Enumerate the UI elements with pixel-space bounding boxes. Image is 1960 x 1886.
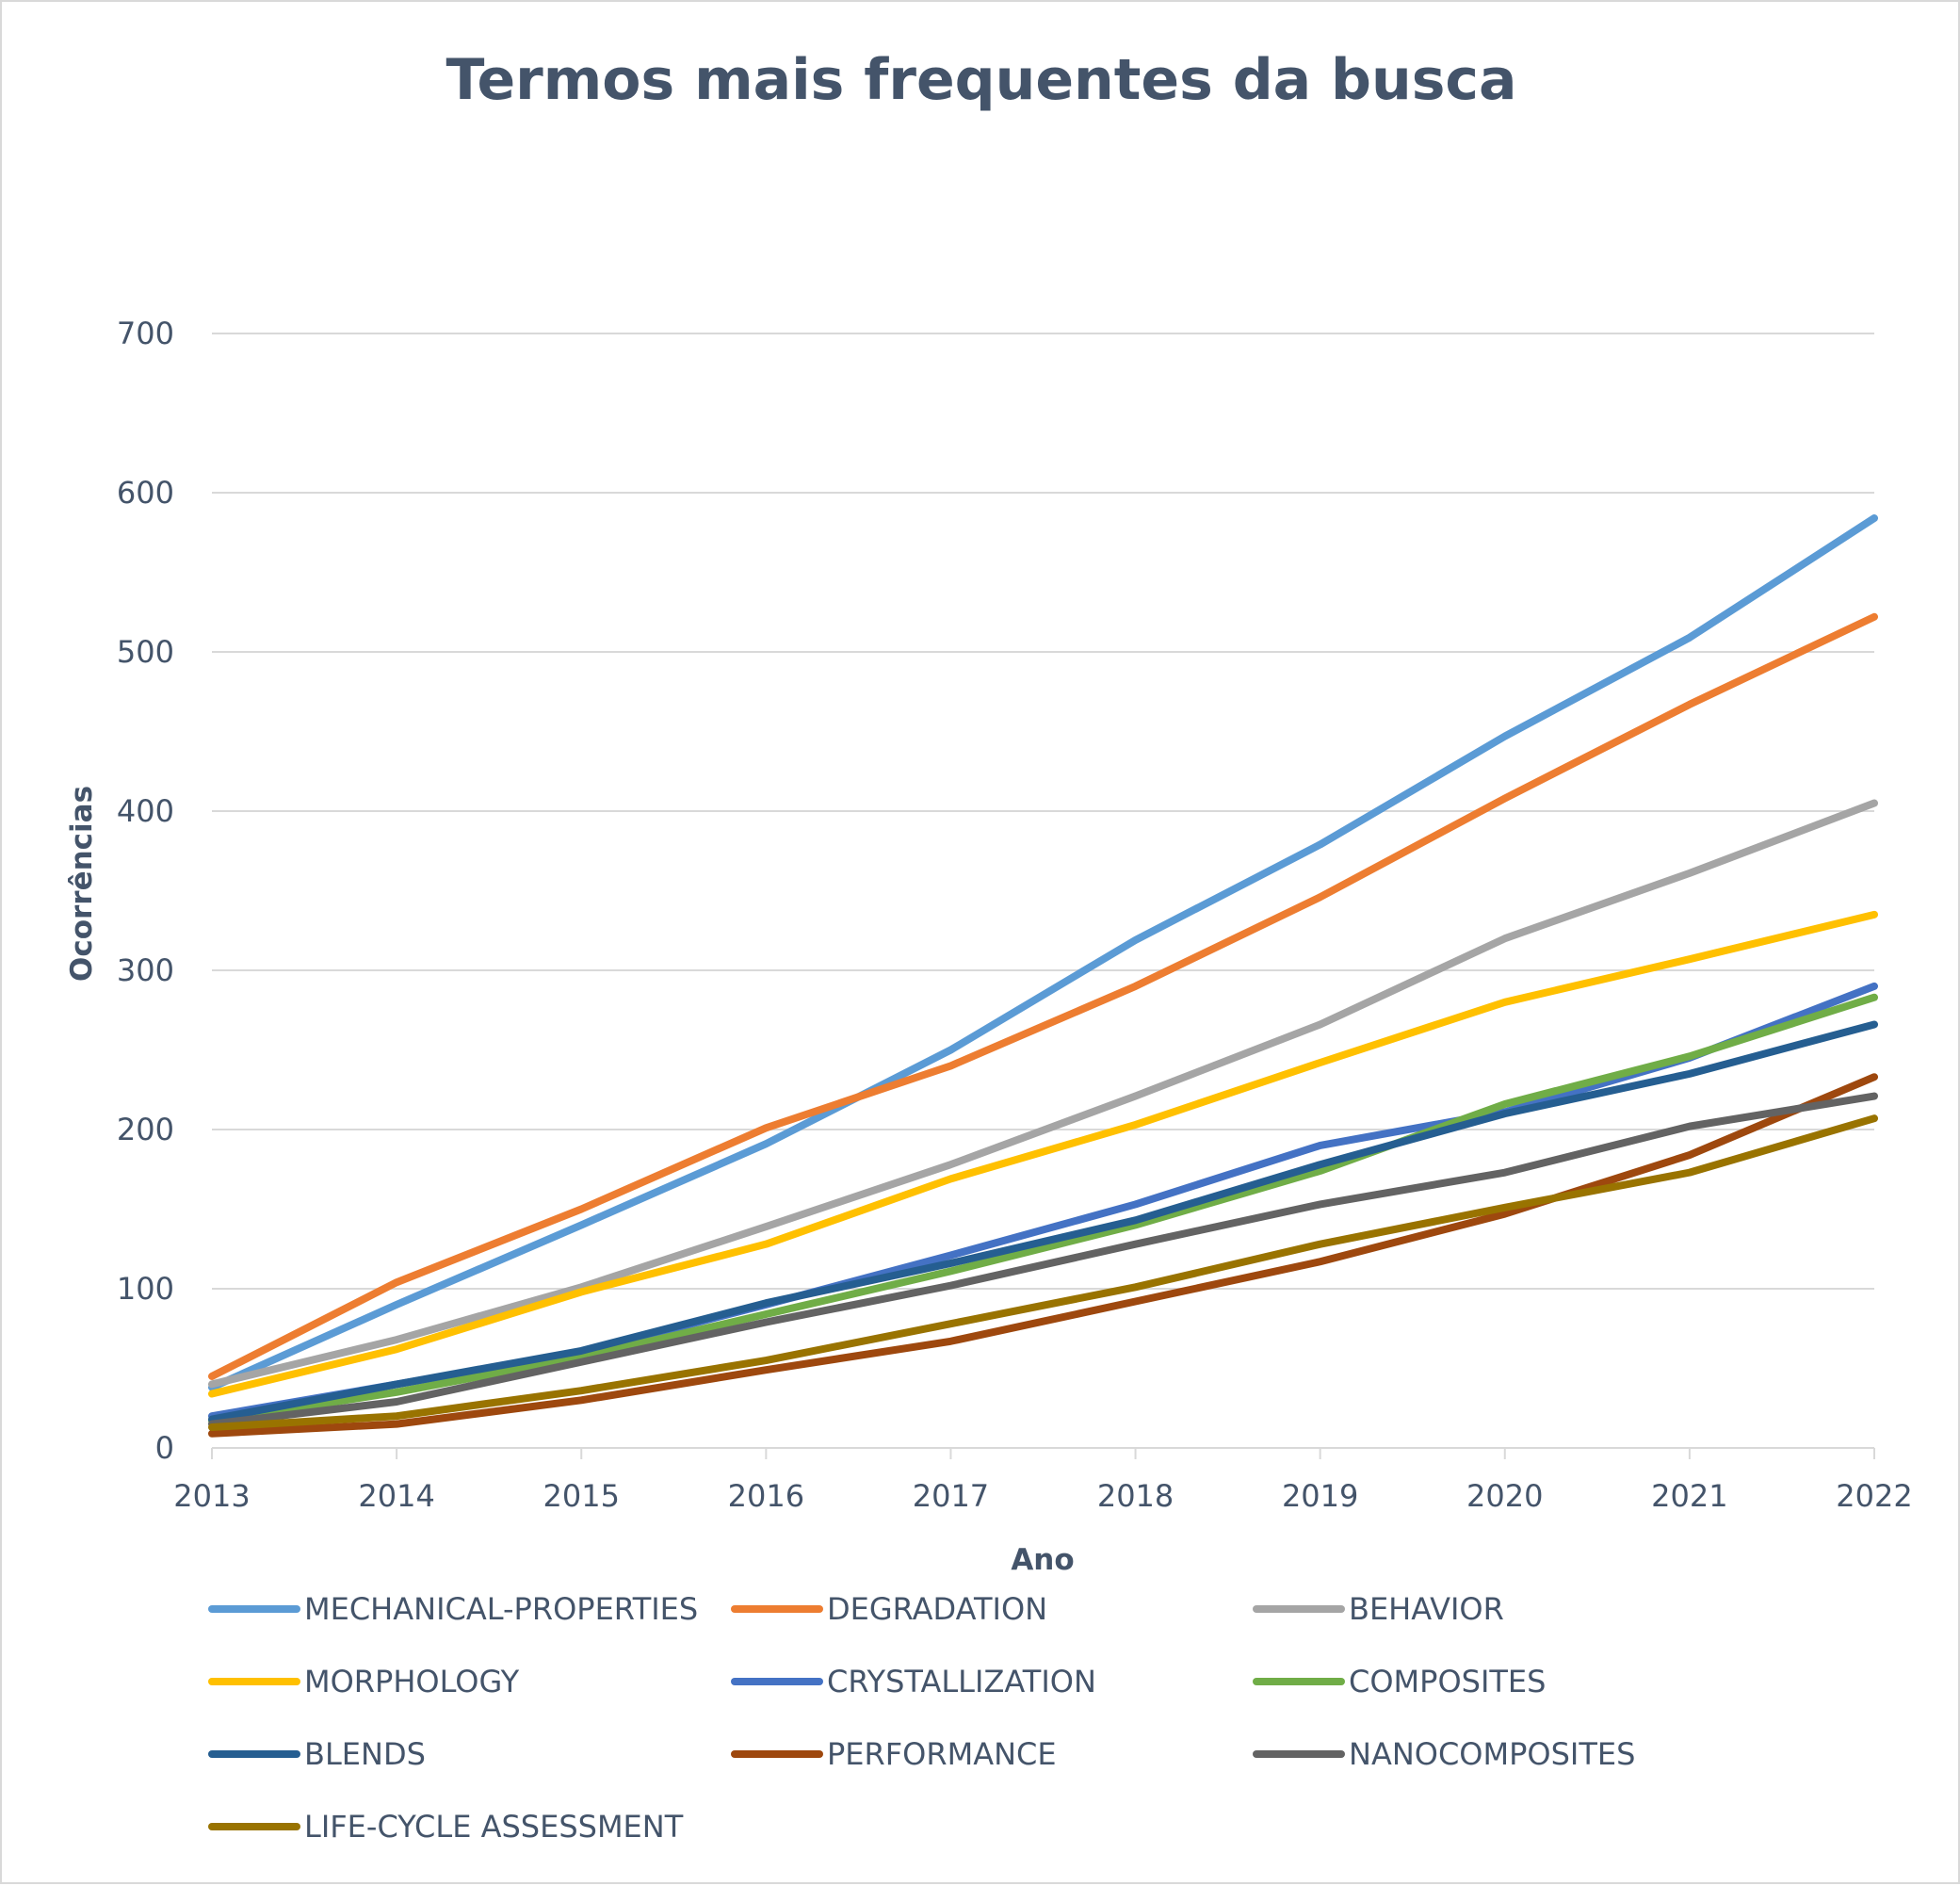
y-tick-label: 700 xyxy=(117,316,174,351)
legend-item-morphology: MORPHOLOGY xyxy=(208,1664,520,1699)
legend-label: BLENDS xyxy=(304,1736,426,1772)
legend-label: LIFE-CYCLE ASSESSMENT xyxy=(304,1809,684,1845)
y-tick-label: 600 xyxy=(117,475,174,511)
legend-item-blends: BLENDS xyxy=(208,1736,426,1772)
series-line-morphology xyxy=(208,910,1878,1398)
chart-title: Termos mais frequentes da busca xyxy=(446,47,1517,113)
series-line-blends xyxy=(208,1020,1878,1423)
series-line-crystallization xyxy=(208,982,1878,1421)
series-line-performance xyxy=(208,1073,1878,1438)
legend-item-composites: COMPOSITES xyxy=(1253,1664,1546,1699)
x-tick-label: 2022 xyxy=(1836,1478,1912,1514)
legend-label: PERFORMANCE xyxy=(827,1736,1057,1772)
x-axis-ticks: 2013 2014 2015 2016 2017 2018 2019 2020 2021 2022 xyxy=(173,1448,1913,1514)
legend: MECHANICAL-PROPERTIES DEGRADATION BEHAVIOR… xyxy=(208,1591,1635,1845)
series-line-composites xyxy=(208,993,1878,1425)
legend-item-degradation: DEGRADATION xyxy=(731,1591,1047,1627)
series-lines xyxy=(208,514,1878,1438)
x-tick-label: 2014 xyxy=(358,1478,434,1514)
series-line-nanocomposites xyxy=(208,1092,1878,1428)
y-tick-label: 400 xyxy=(117,793,174,829)
legend-item-life-cycle-assessment: LIFE-CYCLE ASSESSMENT xyxy=(208,1809,684,1845)
x-tick-label: 2016 xyxy=(728,1478,804,1514)
legend-label: DEGRADATION xyxy=(827,1591,1047,1627)
x-tick-label: 2019 xyxy=(1282,1478,1358,1514)
y-tick-label: 300 xyxy=(117,952,174,988)
y-axis-ticks: 0 100 200 300 400 500 600 700 xyxy=(117,316,174,1466)
legend-label: MECHANICAL-PROPERTIES xyxy=(304,1591,698,1627)
legend-item-performance: PERFORMANCE xyxy=(731,1736,1057,1772)
series-line-degradation xyxy=(208,612,1878,1380)
legend-item-mechanical-properties: MECHANICAL-PROPERTIES xyxy=(208,1591,698,1627)
x-tick-label: 2021 xyxy=(1651,1478,1727,1514)
x-tick-label: 2015 xyxy=(543,1478,620,1514)
series-line-life-cycle-assessment xyxy=(208,1114,1878,1432)
legend-label: BEHAVIOR xyxy=(1349,1591,1504,1627)
legend-item-crystallization: CRYSTALLIZATION xyxy=(731,1664,1096,1699)
x-tick-label: 2017 xyxy=(913,1478,989,1514)
x-tick-label: 2013 xyxy=(173,1478,250,1514)
series-line-behavior xyxy=(208,799,1878,1389)
series-line-mechanical-properties xyxy=(208,514,1878,1391)
legend-label: NANOCOMPOSITES xyxy=(1349,1736,1635,1772)
legend-label: COMPOSITES xyxy=(1349,1664,1546,1699)
y-tick-label: 100 xyxy=(117,1271,174,1307)
y-tick-label: 500 xyxy=(117,634,174,670)
legend-item-nanocomposites: NANOCOMPOSITES xyxy=(1253,1736,1635,1772)
x-tick-label: 2020 xyxy=(1466,1478,1543,1514)
legend-label: CRYSTALLIZATION xyxy=(827,1664,1096,1699)
legend-label: MORPHOLOGY xyxy=(304,1664,520,1699)
x-tick-label: 2018 xyxy=(1097,1478,1174,1514)
y-tick-label: 0 xyxy=(155,1430,174,1466)
y-axis-title: Ocorrências xyxy=(65,786,99,982)
y-tick-label: 200 xyxy=(117,1112,174,1147)
x-axis-title: Ano xyxy=(1011,1543,1074,1577)
legend-item-behavior: BEHAVIOR xyxy=(1253,1591,1504,1627)
